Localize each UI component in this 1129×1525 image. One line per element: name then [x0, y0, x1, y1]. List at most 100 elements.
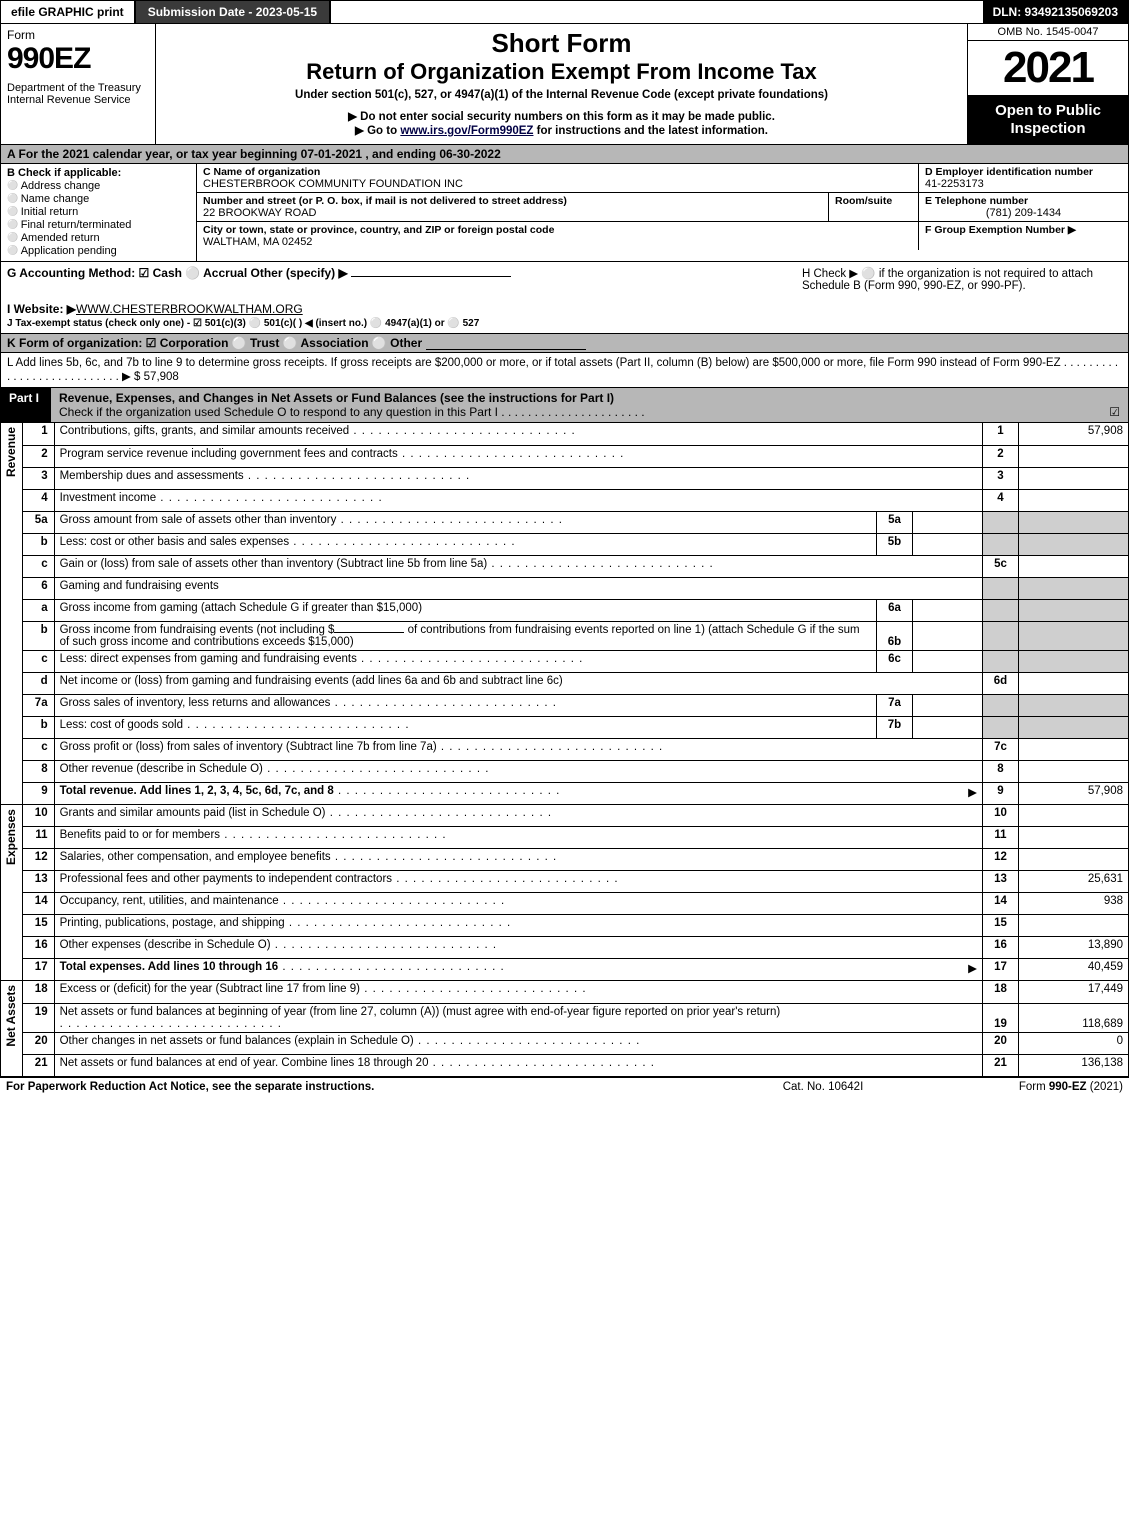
- line-12: 12Salaries, other compensation, and empl…: [22, 849, 1128, 871]
- f-group: F Group Exemption Number ▶: [918, 222, 1128, 250]
- line-3: 3Membership dues and assessments3: [22, 467, 1128, 489]
- line-10: 10Grants and similar amounts paid (list …: [22, 805, 1128, 827]
- tax-year: 2021: [968, 41, 1128, 96]
- block-g-to-j: G Accounting Method: ☑ Cash ⚪ Accrual Ot…: [0, 262, 1129, 334]
- return-title: Return of Organization Exempt From Incom…: [164, 59, 959, 85]
- header-right: OMB No. 1545-0047 2021 Open to Public In…: [968, 24, 1128, 144]
- chk-amended-return[interactable]: Amended return: [7, 232, 190, 244]
- expenses-section: Expenses 10Grants and similar amounts pa…: [0, 805, 1129, 982]
- line-14: 14Occupancy, rent, utilities, and mainte…: [22, 893, 1128, 915]
- form-number: 990EZ: [7, 42, 149, 76]
- line-7b: bLess: cost of goods sold7b: [22, 716, 1128, 738]
- page-footer: For Paperwork Reduction Act Notice, see …: [0, 1077, 1129, 1096]
- footer-catno: Cat. No. 10642I: [723, 1081, 923, 1093]
- b-label: B Check if applicable:: [7, 167, 121, 179]
- line-5b: bLess: cost or other basis and sales exp…: [22, 533, 1128, 555]
- c-name-lbl: C Name of organization: [203, 166, 912, 178]
- line-1: 1Contributions, gifts, grants, and simil…: [22, 423, 1128, 445]
- netassets-section: Net Assets 18Excess or (deficit) for the…: [0, 981, 1129, 1077]
- street-value: 22 BROOKWAY ROAD: [203, 207, 822, 219]
- row-a-tax-year: A For the 2021 calendar year, or tax yea…: [0, 145, 1129, 164]
- header-center: Short Form Return of Organization Exempt…: [156, 24, 968, 144]
- expenses-side-label: Expenses: [0, 805, 22, 982]
- under-section-text: Under section 501(c), 527, or 4947(a)(1)…: [164, 89, 959, 101]
- revenue-section: Revenue 1Contributions, gifts, grants, a…: [0, 423, 1129, 805]
- top-spacer: [331, 1, 982, 23]
- dln-label: DLN: 93492135069203: [983, 1, 1128, 23]
- line-21: 21Net assets or fund balances at end of …: [22, 1054, 1128, 1076]
- top-bar: efile GRAPHIC print Submission Date - 20…: [0, 0, 1129, 24]
- website-value[interactable]: WWW.CHESTERBROOKWALTHAM.ORG: [76, 302, 303, 316]
- chk-application-pending[interactable]: Application pending: [7, 245, 190, 257]
- header-left: Form 990EZ Department of the Treasury In…: [1, 24, 156, 144]
- line-20: 20Other changes in net assets or fund ba…: [22, 1032, 1128, 1054]
- goto-post: for instructions and the latest informat…: [533, 125, 768, 137]
- line-11: 11Benefits paid to or for members11: [22, 827, 1128, 849]
- form-word: Form: [7, 28, 149, 42]
- open-inspection: Open to Public Inspection: [968, 96, 1128, 144]
- line-7c: cGross profit or (loss) from sales of in…: [22, 738, 1128, 760]
- line-18: 18Excess or (deficit) for the year (Subt…: [22, 981, 1128, 1003]
- irs-link[interactable]: www.irs.gov/Form990EZ: [400, 125, 533, 137]
- line-6a: aGross income from gaming (attach Schedu…: [22, 599, 1128, 621]
- c-street: Number and street (or P. O. box, if mail…: [197, 193, 828, 221]
- phone-value: (781) 209-1434: [925, 207, 1122, 219]
- line-2: 2Program service revenue including gover…: [22, 445, 1128, 467]
- footer-left: For Paperwork Reduction Act Notice, see …: [6, 1081, 723, 1093]
- line-4: 4Investment income4: [22, 489, 1128, 511]
- goto-pre: ▶ Go to: [355, 125, 400, 137]
- part1-tag: Part I: [1, 388, 51, 422]
- room-lbl: Room/suite: [835, 195, 892, 207]
- chk-final-return[interactable]: Final return/terminated: [7, 219, 190, 231]
- line-5a: 5aGross amount from sale of assets other…: [22, 511, 1128, 533]
- part1-header: Part I Revenue, Expenses, and Changes in…: [0, 388, 1129, 423]
- line-17: 17Total expenses. Add lines 10 through 1…: [22, 959, 1128, 981]
- line-13: 13Professional fees and other payments t…: [22, 871, 1128, 893]
- chk-name-change[interactable]: Name change: [7, 193, 190, 205]
- chk-initial-return[interactable]: Initial return: [7, 206, 190, 218]
- j-tax-exempt: J Tax-exempt status (check only one) - ☑…: [7, 318, 479, 329]
- efile-print-button[interactable]: efile GRAPHIC print: [1, 1, 136, 23]
- line-6b: bGross income from fundraising events (n…: [22, 621, 1128, 650]
- line-5c: cGain or (loss) from sale of assets othe…: [22, 555, 1128, 577]
- goto-line: ▶ Go to www.irs.gov/Form990EZ for instru…: [164, 123, 959, 137]
- c-name: C Name of organization CHESTERBROOK COMM…: [197, 164, 918, 192]
- revenue-table: 1Contributions, gifts, grants, and simil…: [22, 423, 1129, 805]
- part1-title: Revenue, Expenses, and Changes in Net As…: [59, 391, 614, 405]
- netassets-table: 18Excess or (deficit) for the year (Subt…: [22, 981, 1129, 1077]
- l-amount: 57,908: [144, 371, 179, 383]
- ssn-warning: ▶ Do not enter social security numbers o…: [164, 109, 959, 123]
- c-city: City or town, state or province, country…: [197, 222, 918, 250]
- chk-address-change[interactable]: Address change: [7, 180, 190, 192]
- block-b-to-f: B Check if applicable: Address change Na…: [0, 164, 1129, 262]
- d-ein: D Employer identification number 41-2253…: [918, 164, 1128, 192]
- expenses-table: 10Grants and similar amounts paid (list …: [22, 805, 1129, 982]
- omb-number: OMB No. 1545-0047: [968, 24, 1128, 41]
- street-lbl: Number and street (or P. O. box, if mail…: [203, 195, 822, 207]
- l-gross-receipts: L Add lines 5b, 6c, and 7b to line 9 to …: [0, 353, 1129, 388]
- part1-title-wrap: Revenue, Expenses, and Changes in Net As…: [51, 388, 1128, 422]
- netassets-side-label: Net Assets: [0, 981, 22, 1077]
- city-lbl: City or town, state or province, country…: [203, 224, 912, 236]
- short-form-title: Short Form: [164, 28, 959, 59]
- d-ein-lbl: D Employer identification number: [925, 166, 1122, 178]
- part1-checkbox[interactable]: ☑: [1109, 405, 1120, 419]
- col-b: B Check if applicable: Address change Na…: [1, 164, 197, 261]
- line-9: 9Total revenue. Add lines 1, 2, 3, 4, 5c…: [22, 782, 1128, 804]
- e-phone: E Telephone number (781) 209-1434: [918, 193, 1128, 221]
- i-website-lbl: I Website: ▶: [7, 302, 76, 316]
- h-check: H Check ▶ ⚪ if the organization is not r…: [802, 266, 1122, 292]
- col-c-to-f: C Name of organization CHESTERBROOK COMM…: [197, 164, 1128, 261]
- ein-value: 41-2253173: [925, 178, 1122, 190]
- k-form-org: K Form of organization: ☑ Corporation ⚪ …: [0, 334, 1129, 353]
- form-header: Form 990EZ Department of the Treasury In…: [0, 24, 1129, 145]
- line-7a: 7aGross sales of inventory, less returns…: [22, 694, 1128, 716]
- line-6c: cLess: direct expenses from gaming and f…: [22, 650, 1128, 672]
- line-6d: dNet income or (loss) from gaming and fu…: [22, 672, 1128, 694]
- department-label: Department of the Treasury Internal Reve…: [7, 82, 149, 106]
- line-19: 19Net assets or fund balances at beginni…: [22, 1003, 1128, 1032]
- footer-right: Form 990-EZ (2021): [923, 1081, 1123, 1093]
- line-8: 8Other revenue (describe in Schedule O)8: [22, 760, 1128, 782]
- line-6: 6Gaming and fundraising events: [22, 577, 1128, 599]
- city-value: WALTHAM, MA 02452: [203, 236, 912, 248]
